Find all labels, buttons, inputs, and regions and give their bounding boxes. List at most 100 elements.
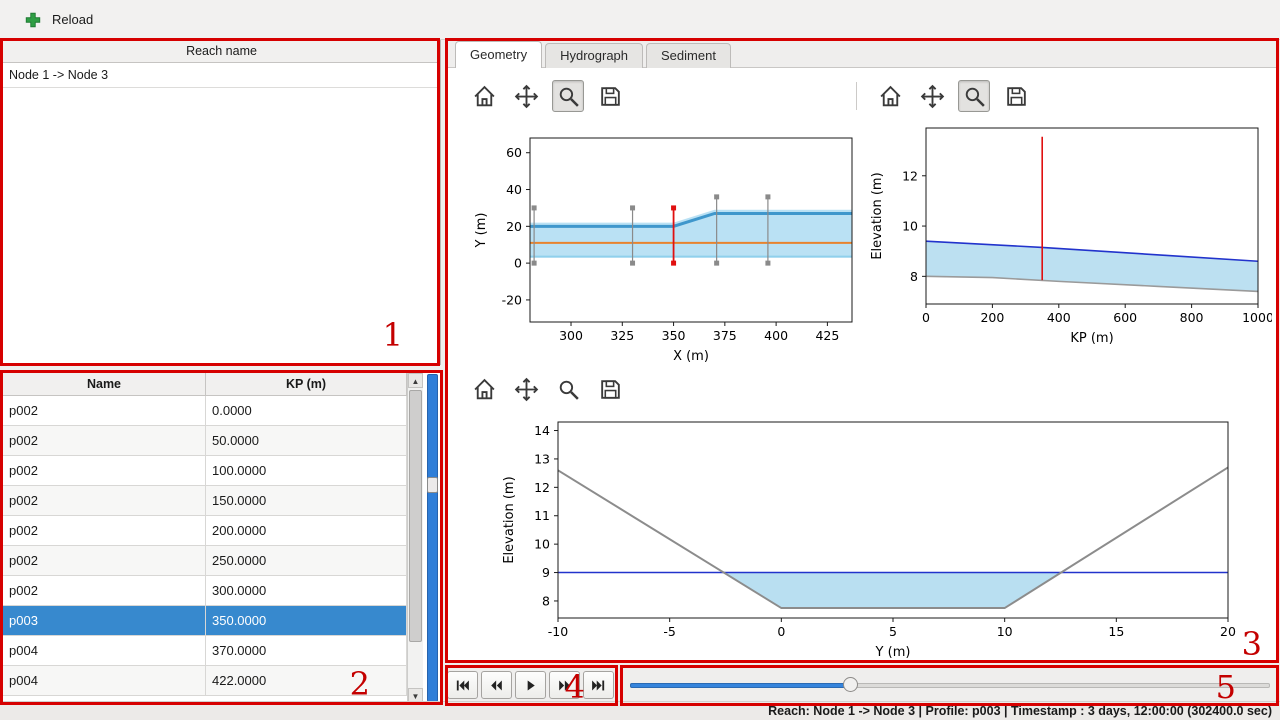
zoom-button[interactable]: [552, 373, 584, 405]
rewind-button[interactable]: [481, 671, 512, 699]
scrollbar-up-arrow[interactable]: ▲: [408, 373, 423, 388]
table-scrollbar[interactable]: ▲ ▼: [407, 373, 423, 703]
svg-text:0: 0: [922, 310, 930, 325]
cell-name: p002: [3, 486, 206, 516]
svg-text:325: 325: [610, 328, 634, 343]
zoom-icon: [556, 84, 581, 109]
skip-end-button[interactable]: [583, 671, 614, 699]
pan-icon: [920, 84, 945, 109]
annotation-region-4: 4: [445, 665, 618, 706]
toolbar-separator: [856, 82, 857, 110]
column-header-kp[interactable]: KP (m): [206, 373, 407, 396]
home-button[interactable]: [468, 373, 500, 405]
svg-text:1000: 1000: [1242, 310, 1272, 325]
zoom-button[interactable]: [552, 80, 584, 112]
table-row[interactable]: p002 150.0000: [3, 486, 407, 516]
cell-name: p002: [3, 546, 206, 576]
save-button[interactable]: [594, 373, 626, 405]
cell-kp: 300.0000: [206, 576, 407, 606]
column-header-name[interactable]: Name: [3, 373, 206, 396]
annotation-label-2: 2: [349, 665, 370, 703]
cell-name: p003: [3, 606, 206, 636]
fast-forward-button[interactable]: [549, 671, 580, 699]
svg-text:375: 375: [713, 328, 737, 343]
tab-bar: Geometry Hydrograph Sediment: [447, 41, 734, 68]
svg-text:40: 40: [506, 182, 522, 197]
tab-hydrograph[interactable]: Hydrograph: [545, 43, 644, 68]
pan-button[interactable]: [510, 373, 542, 405]
time-slider-handle[interactable]: [842, 677, 858, 692]
svg-text:11: 11: [534, 508, 550, 523]
svg-text:KP (m): KP (m): [1070, 331, 1113, 346]
svg-text:300: 300: [559, 328, 583, 343]
home-icon: [472, 84, 497, 109]
tab-geometry[interactable]: Geometry: [455, 41, 543, 68]
svg-text:Y (m): Y (m): [474, 213, 489, 249]
svg-text:Elevation (m): Elevation (m): [502, 476, 517, 563]
reach-list: Node 1 -> Node 3: [3, 63, 440, 88]
home-button[interactable]: [874, 80, 906, 112]
svg-text:X (m): X (m): [673, 349, 709, 364]
play-button[interactable]: [515, 671, 546, 699]
reload-button[interactable]: Reload: [16, 7, 101, 33]
svg-text:Y (m): Y (m): [875, 645, 911, 660]
profile-table: Name KP (m) p002 0.0000 p002 50.0000 p002 100.…: [3, 373, 407, 703]
annotation-label-5: 5: [1215, 668, 1236, 706]
pan-button[interactable]: [510, 80, 542, 112]
home-button[interactable]: [468, 80, 500, 112]
svg-text:600: 600: [1113, 310, 1137, 325]
cell-kp: 0.0000: [206, 396, 407, 426]
table-row[interactable]: p002 200.0000: [3, 516, 407, 546]
cell-name: p002: [3, 516, 206, 546]
home-icon: [472, 377, 497, 402]
svg-text:400: 400: [1047, 310, 1071, 325]
zoom-button[interactable]: [958, 80, 990, 112]
cell-kp: 100.0000: [206, 456, 407, 486]
status-text: Reach: Node 1 -> Node 3 | Profile: p003 …: [768, 704, 1272, 718]
pan-button[interactable]: [916, 80, 948, 112]
table-row[interactable]: p002 50.0000: [3, 426, 407, 456]
table-row[interactable]: p004 422.0000: [3, 666, 407, 696]
svg-text:-10: -10: [548, 624, 568, 639]
save-button[interactable]: [594, 80, 626, 112]
save-button[interactable]: [1000, 80, 1032, 112]
reload-icon: [24, 11, 42, 29]
save-icon: [598, 377, 623, 402]
table-row[interactable]: p003 350.0000: [3, 606, 407, 636]
cell-kp: 370.0000: [206, 636, 407, 666]
cell-kp: 422.0000: [206, 666, 407, 696]
svg-text:350: 350: [662, 328, 686, 343]
skip-end-icon: [590, 677, 607, 694]
annotation-region-1: 1: [0, 38, 440, 366]
table-row[interactable]: p002 250.0000: [3, 546, 407, 576]
svg-text:425: 425: [815, 328, 839, 343]
cross-section-toolbar: [468, 373, 626, 405]
cell-kp: 250.0000: [206, 546, 407, 576]
table-row[interactable]: p004 370.0000: [3, 636, 407, 666]
svg-text:200: 200: [980, 310, 1004, 325]
svg-text:0: 0: [777, 624, 785, 639]
tab-sediment[interactable]: Sediment: [646, 43, 731, 68]
svg-text:0: 0: [514, 256, 522, 271]
time-slider[interactable]: [630, 677, 1270, 693]
svg-text:400: 400: [764, 328, 788, 343]
vertical-slider-handle[interactable]: [427, 477, 438, 493]
zoom-icon: [556, 377, 581, 402]
svg-text:10: 10: [534, 537, 550, 552]
save-icon: [598, 84, 623, 109]
table-row[interactable]: p002 0.0000: [3, 396, 407, 426]
cell-name: p002: [3, 576, 206, 606]
skip-start-button[interactable]: [447, 671, 478, 699]
svg-text:10: 10: [902, 219, 918, 234]
scrollbar-thumb[interactable]: [409, 390, 422, 642]
reach-panel: Reach name Node 1 -> Node 3: [2, 40, 441, 365]
svg-text:9: 9: [542, 565, 550, 580]
plan-chart-toolbar: [468, 80, 626, 112]
table-row[interactable]: p002 300.0000: [3, 576, 407, 606]
svg-text:60: 60: [506, 145, 522, 160]
svg-text:800: 800: [1180, 310, 1204, 325]
table-row[interactable]: p002 100.0000: [3, 456, 407, 486]
svg-text:8: 8: [542, 593, 550, 608]
svg-text:20: 20: [1220, 624, 1236, 639]
reach-list-item[interactable]: Node 1 -> Node 3: [3, 63, 440, 88]
